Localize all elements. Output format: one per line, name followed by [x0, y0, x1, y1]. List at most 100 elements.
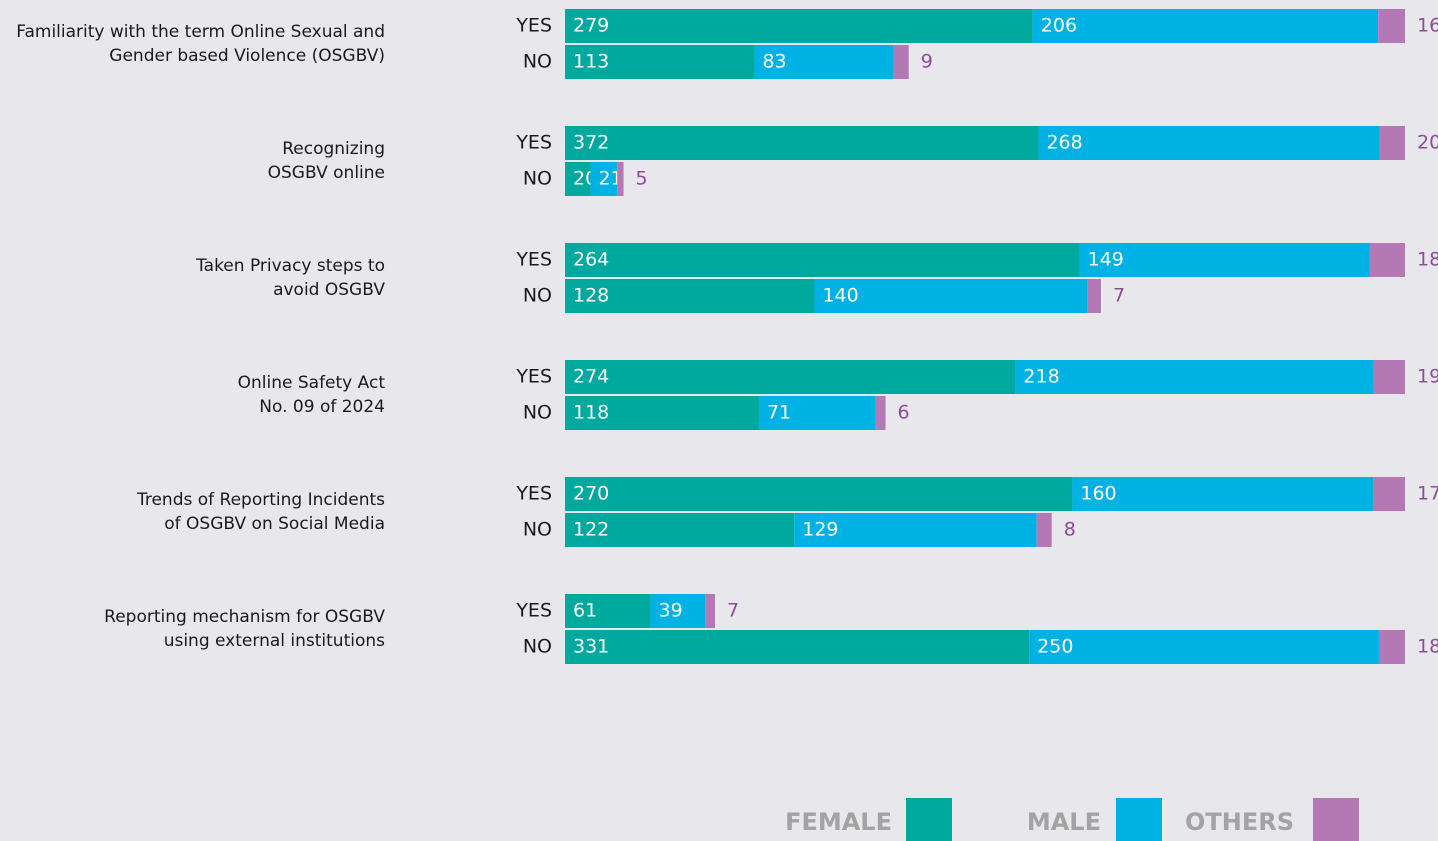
bar-segment [1087, 279, 1101, 313]
bar-segment [1036, 513, 1052, 547]
group-label: using external institutions [164, 631, 385, 651]
bar-segment [617, 162, 624, 196]
bar-segment [565, 126, 1039, 160]
value-label: 16 [1417, 15, 1438, 37]
value-label: 279 [573, 15, 609, 37]
value-label: 61 [573, 600, 597, 622]
bar-segment [565, 243, 1080, 277]
group-label: OSGBV online [268, 163, 385, 183]
value-label: 250 [1037, 636, 1073, 658]
row-label: YES [515, 366, 552, 388]
bar-segment [893, 45, 909, 79]
value-label: 128 [573, 285, 609, 307]
group-label: avoid OSGBV [273, 280, 385, 300]
value-label: 160 [1080, 483, 1116, 505]
bar-segment [565, 513, 795, 547]
bar-segment [565, 45, 755, 79]
value-label: 274 [573, 366, 609, 388]
group-label: of OSGBV on Social Media [164, 514, 385, 534]
value-label: 149 [1088, 249, 1124, 271]
row-label: NO [523, 51, 552, 73]
bar-segment [1379, 630, 1405, 664]
bar-segment [565, 279, 815, 313]
bar-segment [1079, 243, 1370, 277]
bar-segment [754, 45, 894, 79]
value-label: 218 [1023, 366, 1059, 388]
group-label: Gender based Violence (OSGBV) [109, 46, 385, 66]
value-label: 264 [573, 249, 609, 271]
bar-segment [565, 360, 1016, 394]
bar-segment [814, 279, 1088, 313]
group-label: Online Safety Act [238, 373, 386, 393]
bar-segment [1015, 360, 1374, 394]
bar-segment [1032, 9, 1379, 43]
bar-segment [1038, 126, 1380, 160]
bar-segment [590, 162, 618, 196]
value-label: 7 [727, 600, 739, 622]
row-label: NO [523, 168, 552, 190]
legend-swatch [1313, 798, 1359, 841]
value-label: 118 [573, 402, 609, 424]
value-label: 7 [1113, 285, 1125, 307]
value-label: 129 [802, 519, 838, 541]
value-label: 19 [1417, 366, 1438, 388]
legend-swatch [1116, 798, 1162, 841]
value-label: 206 [1041, 15, 1077, 37]
row-label: YES [515, 483, 552, 505]
bar-segment [758, 396, 876, 430]
bar-segment [1373, 477, 1405, 511]
value-label: 113 [573, 51, 609, 73]
legend-label: MALE [1027, 808, 1101, 836]
group-label: Reporting mechanism for OSGBV [104, 607, 385, 627]
bar-segment [1072, 477, 1374, 511]
row-label: YES [515, 249, 552, 271]
group-label: Recognizing [282, 139, 385, 159]
value-label: 20 [1417, 132, 1438, 154]
bar-segment [565, 477, 1073, 511]
legend-label: OTHERS [1185, 808, 1294, 836]
bar-segment [565, 9, 1033, 43]
value-label: 5 [636, 168, 648, 190]
row-label: NO [523, 636, 552, 658]
value-label: 268 [1046, 132, 1082, 154]
value-label: 21 [598, 168, 622, 190]
bar-segment [1029, 630, 1380, 664]
bar-segment [794, 513, 1037, 547]
value-label: 17 [1417, 483, 1438, 505]
value-label: 39 [659, 600, 683, 622]
value-label: 18 [1417, 636, 1438, 658]
row-label: NO [523, 402, 552, 424]
bar-segment [650, 594, 706, 628]
bar-segment [705, 594, 716, 628]
bar-segment [1379, 126, 1405, 160]
value-label: 270 [573, 483, 609, 505]
group-label: Trends of Reporting Incidents [136, 490, 385, 510]
bar-segment [565, 396, 759, 430]
value-label: 9 [921, 51, 933, 73]
value-label: 18 [1417, 249, 1438, 271]
value-label: 372 [573, 132, 609, 154]
row-label: YES [515, 132, 552, 154]
bar-segment [875, 396, 886, 430]
group-label: No. 09 of 2024 [259, 397, 385, 417]
row-label: YES [515, 15, 552, 37]
bar-segment [565, 630, 1030, 664]
group-label: Familiarity with the term Online Sexual … [16, 22, 385, 42]
value-label: 71 [767, 402, 791, 424]
value-label: 83 [762, 51, 786, 73]
bar-segment [565, 162, 591, 196]
row-label: YES [515, 600, 552, 622]
value-label: 6 [898, 402, 910, 424]
value-label: 122 [573, 519, 609, 541]
group-label: Taken Privacy steps to [195, 256, 385, 276]
value-label: 8 [1064, 519, 1076, 541]
row-label: NO [523, 519, 552, 541]
bar-segment [1373, 360, 1405, 394]
value-label: 331 [573, 636, 609, 658]
value-label: 140 [822, 285, 858, 307]
bar-segment [1369, 243, 1405, 277]
bar-segment [1378, 9, 1405, 43]
row-label: NO [523, 285, 552, 307]
legend-label: FEMALE [785, 808, 892, 836]
